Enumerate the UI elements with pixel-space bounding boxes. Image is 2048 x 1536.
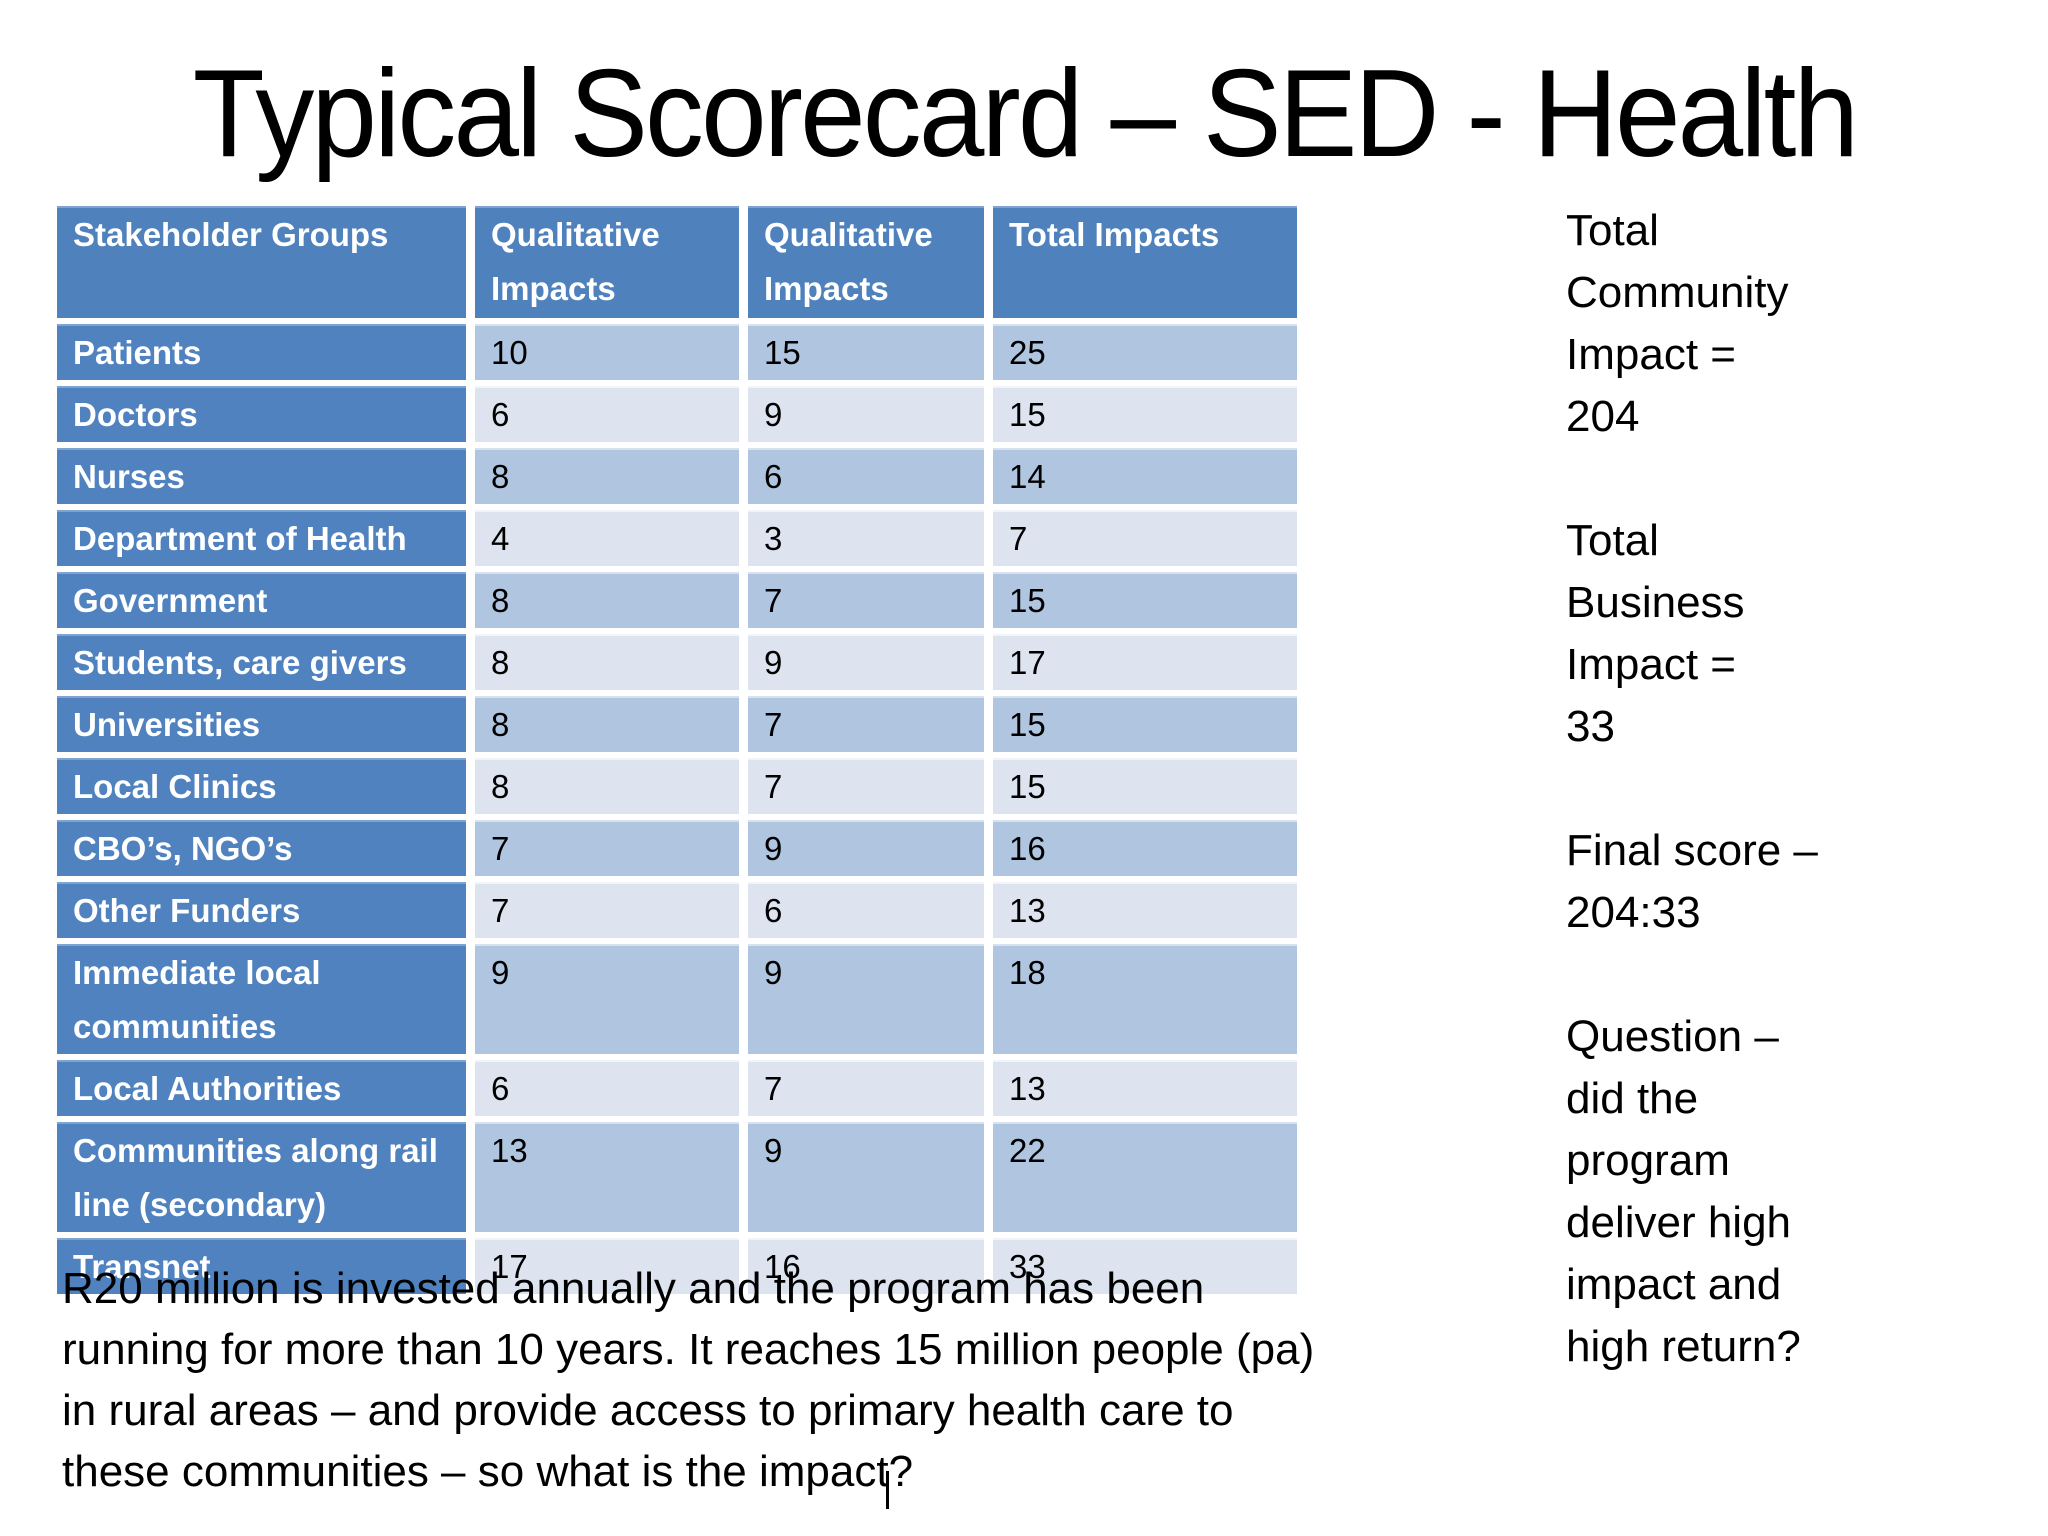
cell-value: 13 <box>993 882 1297 938</box>
row-label: Local Authorities <box>57 1060 466 1116</box>
row-label: Universities <box>57 696 466 752</box>
table-header-row: Stakeholder Groups Qualitative Impacts Q… <box>57 206 1297 318</box>
cell-value: 25 <box>993 324 1297 380</box>
table-row: Students, care givers 8 9 17 <box>57 634 1297 690</box>
row-label: Immediate local communities <box>57 944 466 1054</box>
cell-value: 15 <box>993 572 1297 628</box>
footer-paragraph[interactable]: R20 million is invested annually and the… <box>62 1264 1315 1496</box>
row-label: Transnet <box>57 1238 466 1294</box>
cell-value: 9 <box>748 634 984 690</box>
cell-value: 9 <box>748 386 984 442</box>
note-total-community-impact: Total Community Impact = 204 <box>1566 206 1789 441</box>
row-label: CBO’s, NGO’s <box>57 820 466 876</box>
table-row: Immediate local communities 9 9 18 <box>57 944 1297 1054</box>
slide-title: Typical Scorecard – SED - Health <box>0 40 2048 189</box>
cell-value: 7 <box>748 758 984 814</box>
cell-value: 4 <box>475 510 739 566</box>
cell-value: 8 <box>475 572 739 628</box>
row-label: Students, care givers <box>57 634 466 690</box>
table-row: Local Clinics 8 7 15 <box>57 758 1297 814</box>
cell-value: 16 <box>748 1238 984 1294</box>
cell-value: 6 <box>475 386 739 442</box>
table-row: Department of Health 4 3 7 <box>57 510 1297 566</box>
cell-value: 22 <box>993 1122 1297 1232</box>
row-label: Local Clinics <box>57 758 466 814</box>
header-stakeholder-groups: Stakeholder Groups <box>57 206 466 318</box>
note-total-business-impact: Total Business Impact = 33 <box>1566 516 1745 751</box>
cell-value: 6 <box>475 1060 739 1116</box>
row-label: Communities along rail line (secondary) <box>57 1122 466 1232</box>
row-label: Patients <box>57 324 466 380</box>
note-question: Question – did the program deliver high … <box>1566 1012 1801 1371</box>
cell-value: 6 <box>748 448 984 504</box>
cell-value: 3 <box>748 510 984 566</box>
table-row: Transnet 17 16 33 <box>57 1238 1297 1294</box>
cell-value: 9 <box>748 944 984 1054</box>
row-label: Doctors <box>57 386 466 442</box>
row-label: Government <box>57 572 466 628</box>
table-row: Government 8 7 15 <box>57 572 1297 628</box>
cell-value: 9 <box>748 1122 984 1232</box>
cell-value: 15 <box>993 758 1297 814</box>
row-label: Other Funders <box>57 882 466 938</box>
cell-value: 7 <box>748 572 984 628</box>
cell-value: 13 <box>475 1122 739 1232</box>
table-row: Local Authorities 6 7 13 <box>57 1060 1297 1116</box>
cell-value: 17 <box>475 1238 739 1294</box>
cell-value: 10 <box>475 324 739 380</box>
header-total-impacts: Total Impacts <box>993 206 1297 318</box>
cell-value: 9 <box>748 820 984 876</box>
table-row: Universities 8 7 15 <box>57 696 1297 752</box>
cell-value: 7 <box>748 696 984 752</box>
cell-value: 7 <box>475 882 739 938</box>
table-row: Nurses 8 6 14 <box>57 448 1297 504</box>
cell-value: 13 <box>993 1060 1297 1116</box>
cell-value: 7 <box>475 820 739 876</box>
cell-value: 16 <box>993 820 1297 876</box>
table-row: Doctors 6 9 15 <box>57 386 1297 442</box>
row-label: Department of Health <box>57 510 466 566</box>
table-row: Other Funders 7 6 13 <box>57 882 1297 938</box>
slide-title-text: Typical Scorecard – SED - Health <box>192 45 1858 183</box>
note-final-score: Final score – 204:33 <box>1566 826 1818 937</box>
scorecard-table-container: Stakeholder Groups Qualitative Impacts Q… <box>48 200 1306 1300</box>
cell-value: 18 <box>993 944 1297 1054</box>
header-qualitative-impacts-2: Qualitative Impacts <box>748 206 984 318</box>
cell-value: 8 <box>475 696 739 752</box>
cell-value: 8 <box>475 634 739 690</box>
cell-value: 8 <box>475 448 739 504</box>
table-row: CBO’s, NGO’s 7 9 16 <box>57 820 1297 876</box>
side-notes: Total Community Impact = 204 Total Busin… <box>1566 200 1906 1440</box>
table-row: Patients 10 15 25 <box>57 324 1297 380</box>
cell-value: 15 <box>993 696 1297 752</box>
cell-value: 15 <box>748 324 984 380</box>
cell-value: 7 <box>993 510 1297 566</box>
cell-value: 7 <box>748 1060 984 1116</box>
cell-value: 14 <box>993 448 1297 504</box>
cell-value: 33 <box>993 1238 1297 1294</box>
cell-value: 6 <box>748 882 984 938</box>
scorecard-table: Stakeholder Groups Qualitative Impacts Q… <box>48 200 1306 1300</box>
text-cursor <box>886 1471 889 1509</box>
cell-value: 9 <box>475 944 739 1054</box>
cell-value: 17 <box>993 634 1297 690</box>
table-row: Communities along rail line (secondary) … <box>57 1122 1297 1232</box>
cell-value: 8 <box>475 758 739 814</box>
row-label: Nurses <box>57 448 466 504</box>
cell-value: 15 <box>993 386 1297 442</box>
header-qualitative-impacts-1: Qualitative Impacts <box>475 206 739 318</box>
